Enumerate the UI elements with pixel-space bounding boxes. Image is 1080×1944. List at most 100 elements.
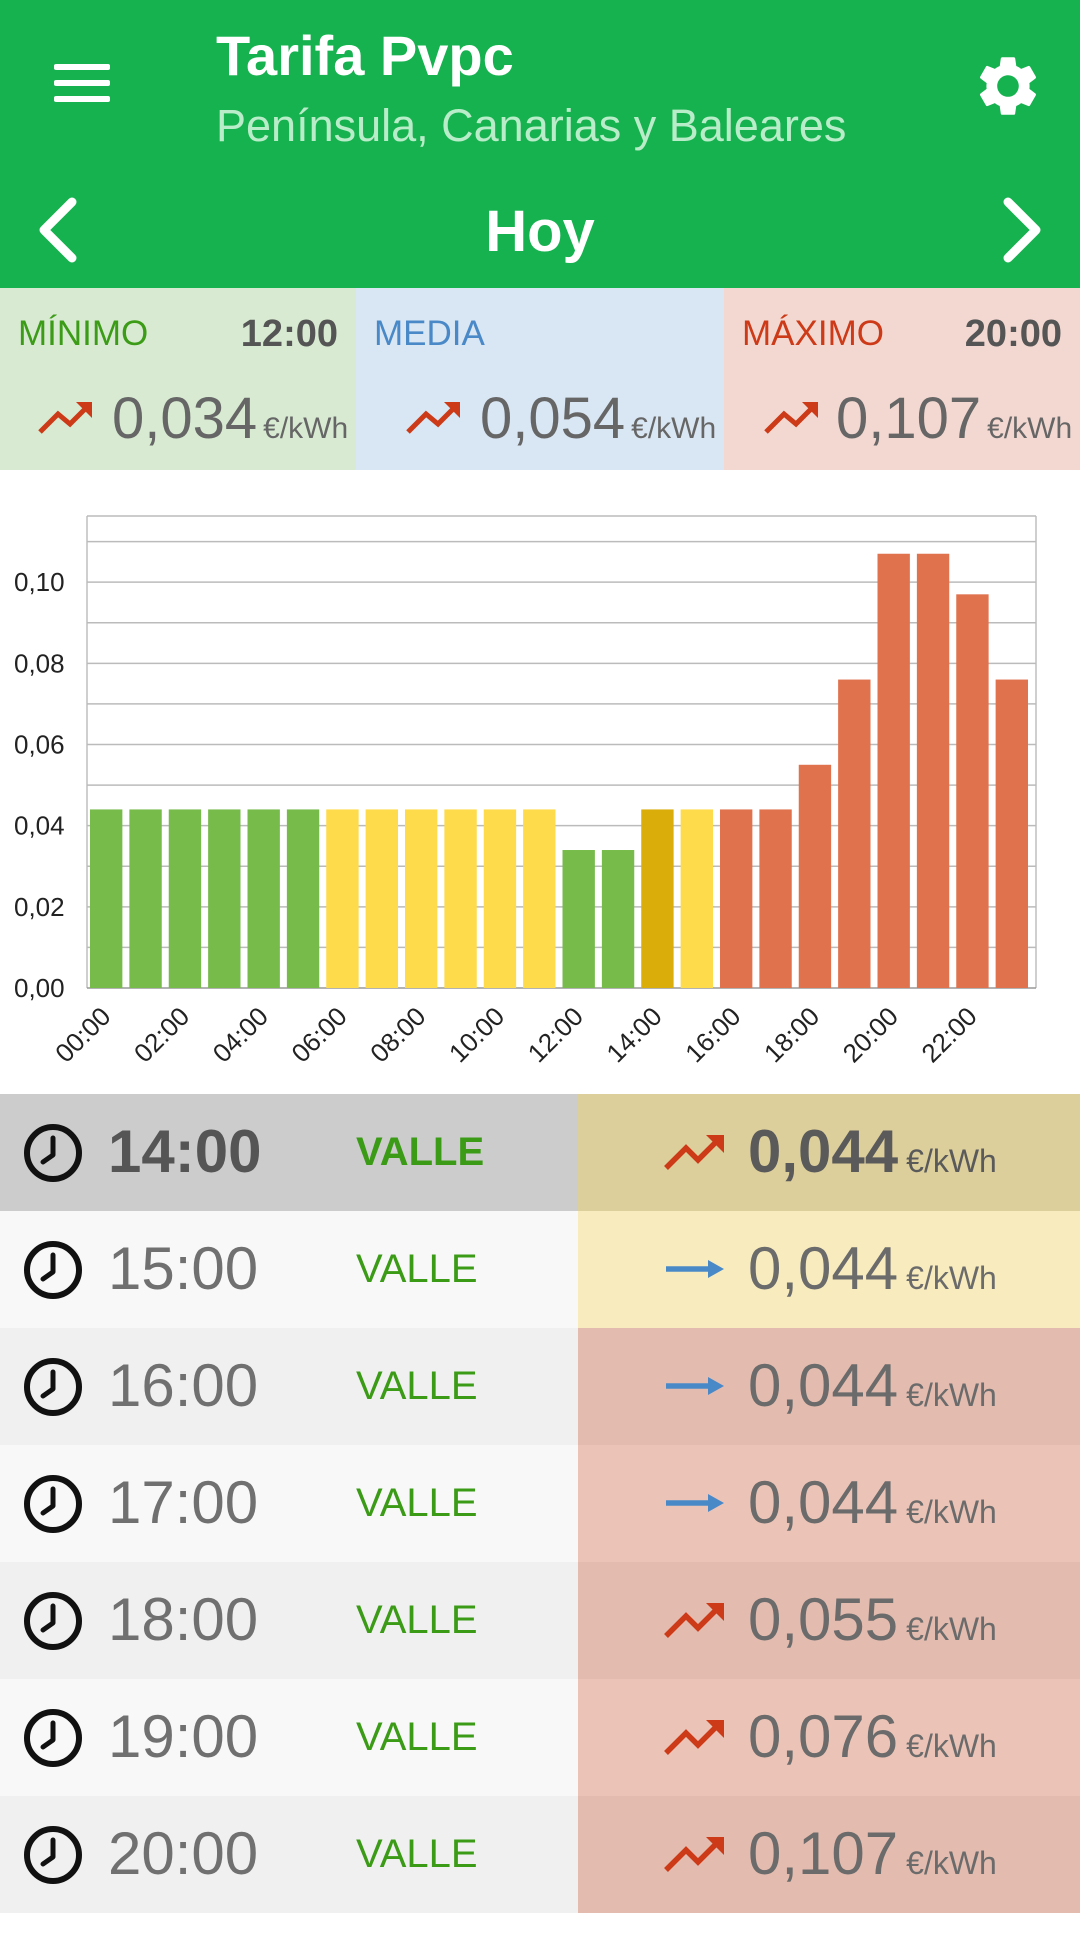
hour-row[interactable]: 16:00 VALLE 0,044 €/kWh [0, 1328, 1080, 1445]
chart-x-tick-label: 08:00 [364, 1001, 431, 1068]
hour-cell: 17:00 VALLE [0, 1445, 578, 1562]
summary-avg-label: MEDIA [374, 314, 485, 353]
tariff-period-label: VALLE [356, 1481, 478, 1525]
price-unit: €/kWh [906, 1377, 997, 1413]
chart-bar [877, 553, 910, 988]
price-number: 0,044 [748, 1469, 899, 1536]
price-value: 0,044 €/kWh [748, 1114, 997, 1199]
hour-cell: 16:00 VALLE [0, 1328, 578, 1445]
hour-row[interactable]: 20:00 VALLE 0,107 €/kWh [0, 1796, 1080, 1913]
price-number: 0,055 [748, 1586, 899, 1653]
chart-x-tick-label: 16:00 [679, 1001, 746, 1068]
price-unit: €/kWh [906, 1728, 997, 1764]
price-number: 0,044 [748, 1235, 899, 1302]
chart-bar [641, 809, 674, 988]
hour-cell: 14:00 VALLE [0, 1094, 578, 1211]
price-number: 0,044 [748, 1118, 899, 1185]
hour-row[interactable]: 18:00 VALLE 0,055 €/kWh [0, 1562, 1080, 1679]
hour-row[interactable]: 15:00 VALLE 0,044 €/kWh [0, 1211, 1080, 1328]
chart-x-tick-label: 00:00 [49, 1001, 116, 1068]
price-value: 0,044 €/kWh [748, 1348, 997, 1433]
hour-cell: 20:00 VALLE [0, 1796, 578, 1913]
current-hour-row[interactable]: 14:00 VALLE 0,044 €/kWh [0, 1094, 1080, 1211]
chart-bar [720, 809, 753, 988]
clock-icon [24, 1709, 82, 1767]
summary-max-label: MÁXIMO [742, 314, 884, 353]
summary-min-unit: €/kWh [263, 412, 349, 445]
summary-max-value: 0,107 €/kWh [836, 384, 1072, 464]
clock-icon [24, 1241, 82, 1299]
chart-y-tick-label: 0,00 [14, 973, 65, 1003]
chart-bar [995, 679, 1028, 988]
settings-gear-icon[interactable] [972, 50, 1044, 122]
chart-x-tick-label: 18:00 [758, 1001, 825, 1068]
chart-bar [286, 809, 320, 988]
price-cell: 0,055 €/kWh [578, 1562, 1080, 1679]
chart-bar [247, 809, 280, 988]
chart-x-tick-label: 14:00 [600, 1001, 667, 1068]
price-unit: €/kWh [906, 1611, 997, 1647]
chart-bar [326, 809, 359, 988]
next-day-chevron-icon[interactable] [990, 192, 1050, 268]
price-unit: €/kWh [906, 1260, 997, 1296]
chart-bar [759, 809, 792, 988]
hour-label: 19:00 [108, 1703, 259, 1770]
price-value: 0,044 €/kWh [748, 1231, 997, 1316]
summary-min-hour: 12:00 [240, 313, 338, 355]
hour-cell: 19:00 VALLE [0, 1679, 578, 1796]
chart-bar [90, 809, 123, 988]
summary-avg-price: 0,054 [480, 386, 626, 451]
price-cell: 0,107 €/kWh [578, 1796, 1080, 1913]
hourly-price-list: 14:00 VALLE 0,044 €/kWh 15:00 VALLE 0,044 €/kWh… [0, 1094, 1080, 1913]
hour-label: 17:00 [108, 1469, 259, 1536]
menu-icon[interactable] [48, 56, 120, 112]
price-value: 0,044 €/kWh [748, 1465, 997, 1550]
price-value: 0,107 €/kWh [748, 1816, 997, 1901]
arrow-right-icon [666, 1377, 724, 1395]
clock-icon [24, 1358, 82, 1416]
region-subtitle[interactable]: Península, Canarias y Baleares [216, 100, 847, 151]
hour-row[interactable]: 19:00 VALLE 0,076 €/kWh [0, 1679, 1080, 1796]
chart-y-tick-label: 0,06 [14, 729, 65, 759]
hour-row[interactable]: 17:00 VALLE 0,044 €/kWh [0, 1445, 1080, 1562]
trend-up-icon [664, 1135, 724, 1170]
previous-day-chevron-icon[interactable] [30, 192, 90, 268]
chart-bar [838, 679, 871, 988]
chart-bar [680, 809, 713, 988]
clock-icon [24, 1475, 82, 1533]
chart-y-tick-label: 0,04 [14, 811, 65, 841]
chart-bar [483, 809, 517, 988]
trend-up-icon [664, 1837, 724, 1872]
summary-min-price: 0,034 [112, 386, 258, 451]
chart-x-tick-label: 06:00 [285, 1001, 352, 1068]
hour-label: 16:00 [108, 1352, 259, 1419]
arrow-right-icon [666, 1494, 724, 1512]
hour-label: 14:00 [108, 1118, 262, 1185]
hour-label: 15:00 [108, 1235, 259, 1302]
app-bar: Tarifa Pvpc Península, Canarias y Balear… [0, 0, 1080, 288]
price-unit: €/kWh [906, 1143, 997, 1179]
price-unit: €/kWh [906, 1494, 997, 1530]
chart-y-tick-label: 0,10 [14, 567, 65, 597]
price-number: 0,076 [748, 1703, 899, 1770]
chart-bar [562, 850, 595, 988]
trend-up-icon [664, 1720, 724, 1755]
tariff-period-label: VALLE [356, 1130, 485, 1174]
summary-avg-unit: €/kWh [631, 412, 717, 445]
tariff-period-label: VALLE [356, 1364, 478, 1408]
clock-icon [24, 1124, 82, 1182]
summary-minimum-card: MÍNIMO 12:00 0,034 €/kWh [0, 288, 356, 470]
chart-x-tick-label: 12:00 [522, 1001, 589, 1068]
chart-bar [956, 594, 989, 988]
chart-bar [444, 809, 477, 988]
app-title: Tarifa Pvpc [216, 24, 514, 87]
chart-bar [365, 809, 398, 988]
price-cell: 0,044 €/kWh [578, 1094, 1080, 1211]
chart-x-tick-label: 22:00 [915, 1001, 982, 1068]
summary-avg-value: 0,054 €/kWh [480, 384, 716, 464]
chart-bar [405, 809, 438, 988]
summary-maximum-card: MÁXIMO 20:00 0,107 €/kWh [724, 288, 1080, 470]
chart-bar [168, 809, 202, 988]
chart-x-tick-label: 02:00 [128, 1001, 195, 1068]
